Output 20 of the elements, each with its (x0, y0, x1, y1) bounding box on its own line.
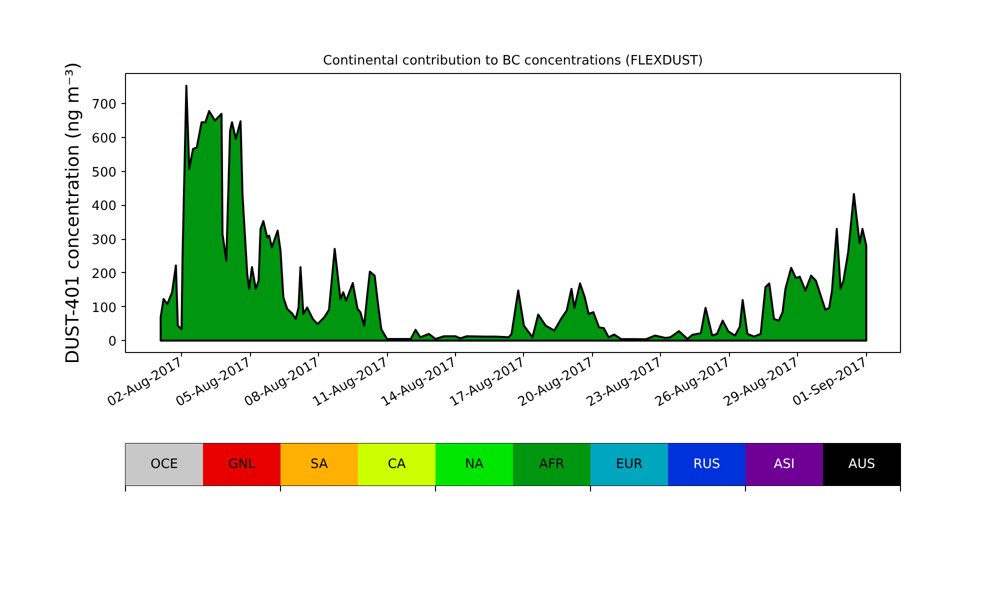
y-tick-label: 0 (108, 334, 117, 350)
y-axis-title: DUST-401 concentration (ng m⁻³) (62, 62, 84, 364)
y-tick-label: 300 (92, 233, 117, 248)
y-tick-label: 100 (92, 300, 117, 316)
category-label: GNL (228, 457, 256, 472)
category-label: ASI (774, 457, 795, 472)
category-label: AFR (539, 457, 564, 472)
y-tick-label: 500 (92, 165, 117, 180)
category-label: SA (310, 457, 328, 472)
category-label: OCE (150, 457, 178, 472)
category-label: EUR (616, 457, 643, 472)
category-label: AUS (848, 457, 876, 472)
y-tick-label: 400 (92, 199, 117, 214)
category-label: RUS (693, 457, 720, 472)
y-tick-label: 200 (92, 266, 117, 282)
y-tick-label: 700 (92, 98, 117, 113)
chart-title: Continental contribution to BC concentrations (FLEXDUST) (323, 54, 703, 68)
category-label: NA (464, 457, 484, 472)
category-label: CA (388, 457, 406, 472)
y-tick-label: 600 (92, 131, 117, 146)
